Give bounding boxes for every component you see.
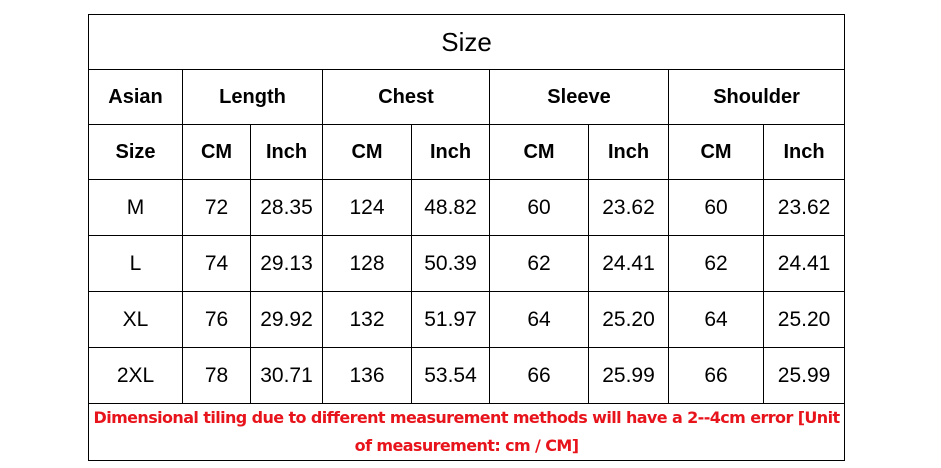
table-cell: 128 xyxy=(322,235,412,292)
table-row: XL 76 29.92 132 51.97 64 25.20 64 25.20 xyxy=(88,291,846,348)
table-cell: 66 xyxy=(668,347,764,404)
table-cell: 72 xyxy=(182,179,251,236)
table-cell: XL xyxy=(88,291,183,348)
table-cell: 28.35 xyxy=(250,179,323,236)
header-sub: CM xyxy=(182,124,251,180)
table-cell: 60 xyxy=(668,179,764,236)
header-sub: CM xyxy=(322,124,412,180)
table-cell: 76 xyxy=(182,291,251,348)
table-cell: 25.99 xyxy=(762,347,846,404)
table-cell: 62 xyxy=(668,235,764,292)
table-cell: 29.13 xyxy=(250,235,323,292)
table-cell: 132 xyxy=(322,291,412,348)
header-shoulder: Shoulder xyxy=(667,69,846,125)
header-length: Length xyxy=(182,69,323,125)
table-cell: 64 xyxy=(489,291,589,348)
table-cell: 60 xyxy=(489,179,589,236)
table-cell: L xyxy=(88,235,183,292)
header-sub: Size xyxy=(88,124,183,180)
table-cell: 24.41 xyxy=(762,235,846,292)
table-cell: 30.71 xyxy=(250,347,323,404)
table-cell: 51.97 xyxy=(411,291,490,348)
table-cell: 124 xyxy=(322,179,412,236)
note-row: Dimensional tiling due to different meas… xyxy=(87,403,846,461)
table-row: L 74 29.13 128 50.39 62 24.41 62 24.41 xyxy=(88,235,846,292)
table-row: 2XL 78 30.71 136 53.54 66 25.99 66 25.99 xyxy=(88,347,846,404)
header-sub: Inch xyxy=(588,124,669,180)
table-cell: 2XL xyxy=(88,347,183,404)
table-cell: 78 xyxy=(182,347,251,404)
table-cell: 64 xyxy=(668,291,764,348)
header-sub: CM xyxy=(668,124,764,180)
table-cell: 25.20 xyxy=(588,291,669,348)
table-cell: 50.39 xyxy=(411,235,490,292)
table-title: Size xyxy=(87,14,846,70)
header-row-top: Asian Length Chest Sleeve Shoulder xyxy=(88,69,846,125)
table-cell: 53.54 xyxy=(411,347,490,404)
table-cell: 25.99 xyxy=(588,347,669,404)
header-chest: Chest xyxy=(322,69,490,125)
size-table: Size Asian Length Chest Sleeve Shoulder … xyxy=(87,14,846,461)
table-cell: 62 xyxy=(489,235,589,292)
header-row-sub: Size CM Inch CM Inch CM Inch CM Inch xyxy=(88,124,846,180)
table-cell: 74 xyxy=(182,235,251,292)
header-sub: Inch xyxy=(762,124,846,180)
title-row: Size xyxy=(87,14,846,70)
table-cell: 24.41 xyxy=(588,235,669,292)
table-cell: M xyxy=(88,179,183,236)
table-cell: 23.62 xyxy=(588,179,669,236)
table-cell: 29.92 xyxy=(250,291,323,348)
header-asian: Asian xyxy=(88,69,183,125)
table-cell: 25.20 xyxy=(762,291,846,348)
table-cell: 23.62 xyxy=(762,179,846,236)
table-cell: 136 xyxy=(322,347,412,404)
table-cell: 66 xyxy=(489,347,589,404)
table-row: M 72 28.35 124 48.82 60 23.62 60 23.62 xyxy=(88,179,846,236)
measurement-note: Dimensional tiling due to different meas… xyxy=(87,403,846,461)
table-cell: 48.82 xyxy=(411,179,490,236)
header-sub: CM xyxy=(489,124,589,180)
header-sleeve: Sleeve xyxy=(489,69,669,125)
header-sub: Inch xyxy=(411,124,490,180)
header-sub: Inch xyxy=(250,124,323,180)
